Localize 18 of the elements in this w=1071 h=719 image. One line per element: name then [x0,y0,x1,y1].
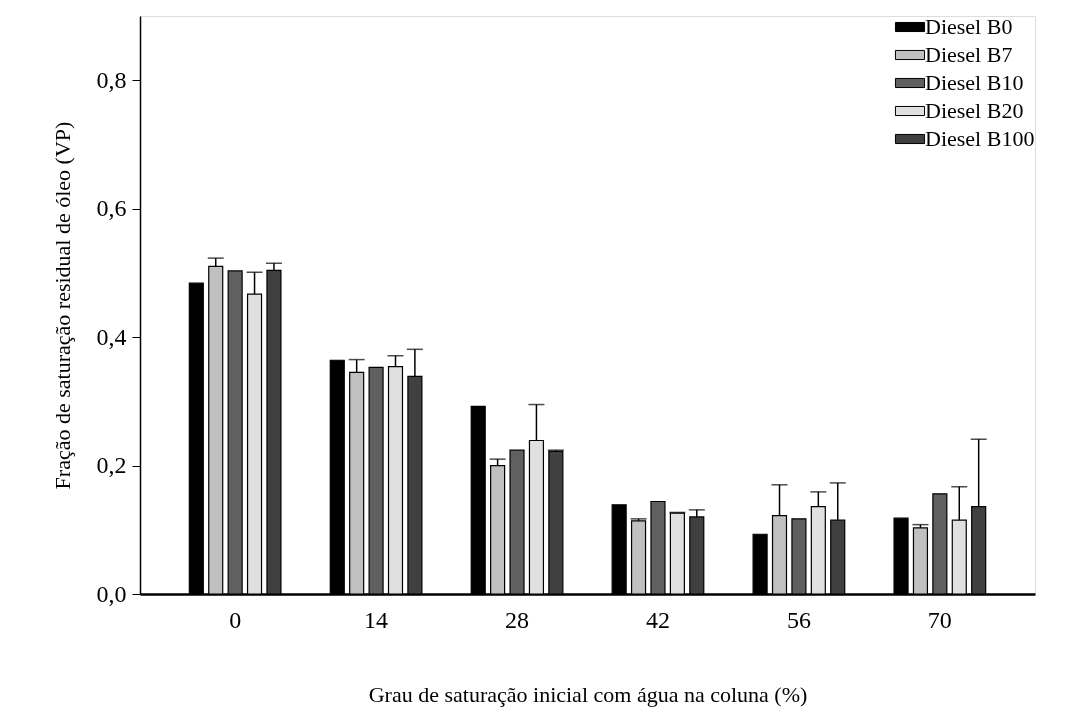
legend-label: Diesel B10 [925,70,1024,95]
x-axis-title: Grau de saturação inicial com água na coluna (%) [368,681,808,707]
y-tick-label: 0,2 [96,452,127,479]
x-tick-label: 56 [786,606,811,633]
legend-label: Diesel B0 [925,14,1013,39]
y-tick-label: 0,8 [96,66,127,93]
x-tick-label: 28 [505,606,530,633]
x-tick-label: 70 [927,606,952,633]
x-tick-label: 0 [229,606,242,633]
legend-label: Diesel B7 [925,42,1013,67]
x-tick-label: 14 [364,606,389,633]
legend-label: Diesel B100 [925,126,1035,151]
y-tick-label: 0,6 [96,195,127,222]
x-tick-label: 42 [645,606,670,633]
y-tick-label: 0,4 [96,323,127,350]
y-axis-title: Fração de saturação residual de óleo (VP) [49,121,75,490]
legend-label: Diesel B20 [925,98,1024,123]
y-tick-label: 0,0 [96,580,127,607]
